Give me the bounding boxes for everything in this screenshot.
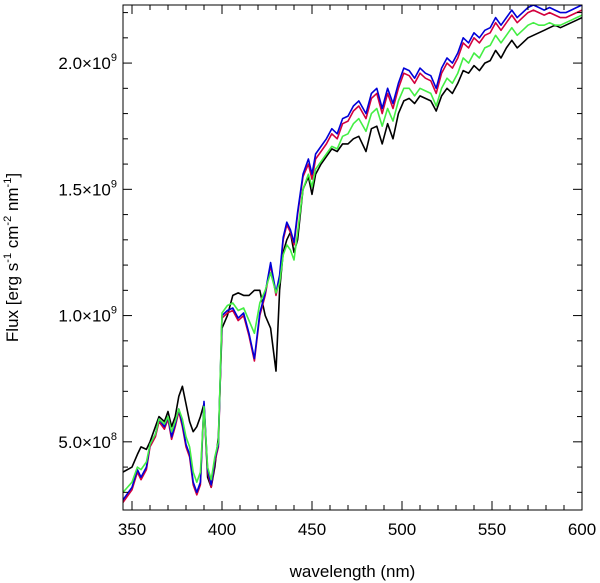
x-tick-label: 600	[568, 520, 596, 539]
x-tick-label: 400	[208, 520, 236, 539]
tick-layer: 350 400 450 500 550 600 5.0×108 1.0×109 1.5×109 2…	[58, 5, 596, 539]
y-tick-label: 5.0×108	[58, 431, 117, 452]
y-tick-label: 1.5×109	[58, 178, 117, 199]
series-line-3	[123, 5, 582, 501]
y-tick-label: 1.0×109	[58, 305, 117, 326]
x-tick-label: 550	[478, 520, 506, 539]
plot-frame	[122, 4, 583, 511]
series-line-4	[123, 14, 582, 493]
y-axis-label: Flux [erg s-1 cm-2 nm-1]	[2, 173, 22, 342]
x-axis-label: wavelength (nm)	[289, 562, 416, 581]
x-tick-label: 350	[118, 520, 146, 539]
y-tick-label: 2.0×109	[58, 52, 117, 73]
series-line-1	[123, 16, 582, 489]
x-tick-label: 450	[298, 520, 326, 539]
series-layer	[123, 5, 582, 503]
x-tick-label: 500	[388, 520, 416, 539]
